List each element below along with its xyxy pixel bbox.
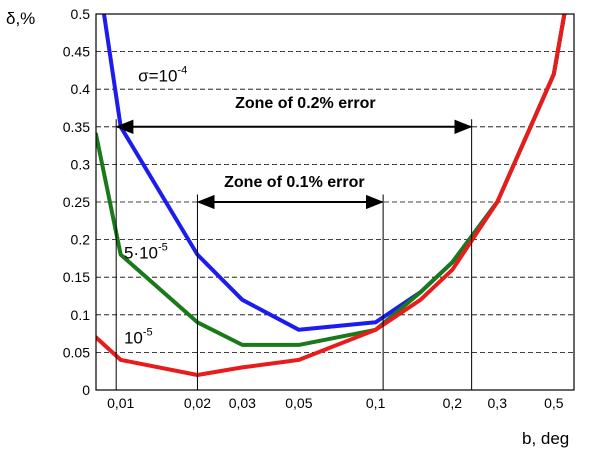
y-tick-label: 0.3 xyxy=(71,156,91,172)
x-axis-label: b, deg xyxy=(522,429,569,448)
series-label-2: 5·10-5 xyxy=(124,241,168,262)
y-tick-label: 0.15 xyxy=(63,269,90,285)
series-label-base: 10 xyxy=(124,328,143,347)
y-tick-label: 0.5 xyxy=(71,6,91,22)
y-tick-label: 0.35 xyxy=(63,119,90,135)
series-label-exponent: -4 xyxy=(177,65,187,77)
zone-label-2: Zone of 0.1% error xyxy=(224,174,364,191)
x-tick-label: 0,1 xyxy=(366,395,386,411)
series-label-exponent: -5 xyxy=(158,241,168,253)
series-label-base: 5·10 xyxy=(124,243,158,262)
y-tick-label: 0.1 xyxy=(71,307,91,323)
series-line-1 xyxy=(102,14,567,332)
zone-annotations: Zone of 0.2% error Zone of 0.1% error xyxy=(115,95,473,390)
series-label-3: 10-5 xyxy=(124,326,153,347)
x-tick-label: 0,3 xyxy=(488,395,508,411)
x-tick-label: 0,03 xyxy=(229,395,256,411)
y-axis-label: δ,% xyxy=(6,9,35,28)
series-label-1: σ=10-4 xyxy=(138,65,187,86)
y-tick-label: 0.05 xyxy=(63,344,90,360)
series-label-exponent: -5 xyxy=(143,326,153,338)
series-labels: σ=10-45·10-510-5 xyxy=(124,65,187,348)
x-tick-label: 0,2 xyxy=(443,395,463,411)
x-tick-label: 0,01 xyxy=(107,395,134,411)
y-tick-label: 0.25 xyxy=(63,194,90,210)
zone-label-1: Zone of 0.2% error xyxy=(235,95,375,112)
tick-labels: 0 0.05 0.1 0.15 0.2 0.25 0.3 0.35 0.4 0.45 0.5 0,01… xyxy=(63,6,564,411)
y-tick-label: 0 xyxy=(82,382,90,398)
series-lines xyxy=(96,14,567,377)
x-tick-label: 0,05 xyxy=(285,395,312,411)
series-line-3 xyxy=(96,14,567,377)
x-tick-label: 0,02 xyxy=(184,395,211,411)
x-tick-label: 0,5 xyxy=(544,395,564,411)
series-label-base: σ=10 xyxy=(138,67,177,86)
y-tick-label: 0.45 xyxy=(63,44,90,60)
y-tick-label: 0.2 xyxy=(71,232,91,248)
plot-frame xyxy=(95,13,575,391)
y-tick-label: 0.4 xyxy=(71,81,91,97)
